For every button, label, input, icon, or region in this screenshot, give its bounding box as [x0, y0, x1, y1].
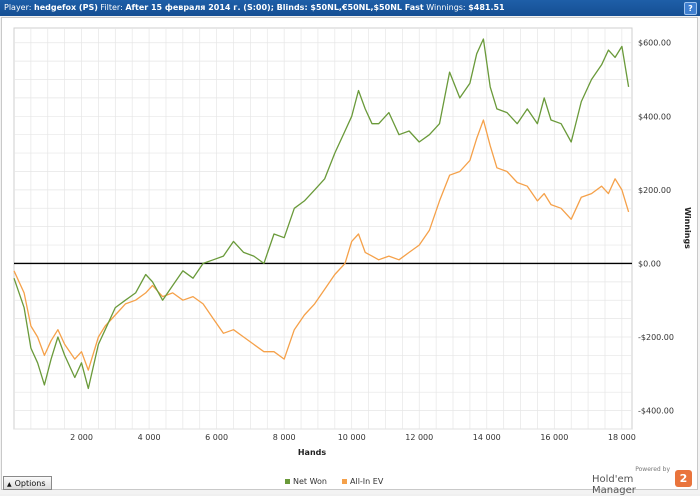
- y-tick-label: $200.00: [638, 186, 671, 195]
- title-bar: Player: hedgefox (PS) Filter: After 15 ф…: [0, 0, 700, 16]
- y-tick-label: $400.00: [638, 112, 671, 121]
- x-tick-label: 14 000: [473, 433, 501, 442]
- options-button[interactable]: ▲ Options: [3, 476, 52, 490]
- legend-label: All-In EV: [350, 477, 384, 486]
- powered-by-text: Powered by: [635, 466, 670, 473]
- series-group: [13, 38, 630, 390]
- x-axis-label: Hands: [298, 448, 327, 457]
- y-tick-label: $600.00: [638, 39, 671, 48]
- player-label: Player:: [4, 3, 32, 12]
- help-button[interactable]: ?: [684, 2, 697, 15]
- winnings-label: Winnings:: [426, 3, 466, 12]
- branding: Powered by Hold'em Manager 2: [592, 466, 692, 496]
- y-tick-label: $0.00: [638, 259, 661, 268]
- filter-label: Filter:: [100, 3, 123, 12]
- chart-grid: [13, 27, 633, 430]
- plot-background: [13, 27, 633, 430]
- series-line-all-in-ev: [13, 119, 630, 371]
- winnings-value: $481.51: [468, 3, 505, 12]
- x-tick-labels: 2 000 4 000 6 000 8 000 10 000 12 000 14 000 16…: [70, 433, 636, 442]
- player-value: hedgefox (PS): [34, 3, 98, 12]
- winnings-chart: 2 000 4 000 6 000 8 000 10 000 12 000 14 000 16…: [13, 27, 692, 486]
- y-tick-label: -$400.00: [638, 407, 674, 416]
- x-tick-label: 16 000: [540, 433, 568, 442]
- x-tick-label: 4 000: [138, 433, 161, 442]
- title-text: Player: hedgefox (PS) Filter: After 15 ф…: [0, 3, 505, 12]
- legend-swatch: [342, 479, 347, 484]
- chevron-up-icon: ▲: [7, 481, 12, 488]
- y-axis-label: Winnings: [683, 207, 692, 249]
- chart-area: 2 000 4 000 6 000 8 000 10 000 12 000 14 000 16…: [1, 17, 698, 490]
- x-tick-label: 2 000: [70, 433, 93, 442]
- x-tick-label: 18 000: [608, 433, 636, 442]
- brand-name: Hold'em Manager: [592, 474, 636, 496]
- y-tick-labels: $600.00 $400.00 $200.00 $0.00 -$200.00 -$400.…: [638, 39, 674, 416]
- options-label: Options: [14, 479, 46, 488]
- x-tick-label: 12 000: [405, 433, 433, 442]
- y-tick-label: -$200.00: [638, 333, 674, 342]
- hem-logo-icon: 2: [675, 470, 692, 487]
- x-tick-label: 8 000: [273, 433, 296, 442]
- legend-label: Net Won: [293, 477, 327, 486]
- chart-legend: Net Won All-In EV: [285, 477, 384, 486]
- series-line-net-won: [13, 38, 630, 390]
- x-tick-label: 6 000: [205, 433, 228, 442]
- legend-swatch: [285, 479, 290, 484]
- x-tick-label: 10 000: [338, 433, 366, 442]
- filter-value: After 15 февраля 2014 г. (S:00); Blinds:…: [125, 3, 424, 12]
